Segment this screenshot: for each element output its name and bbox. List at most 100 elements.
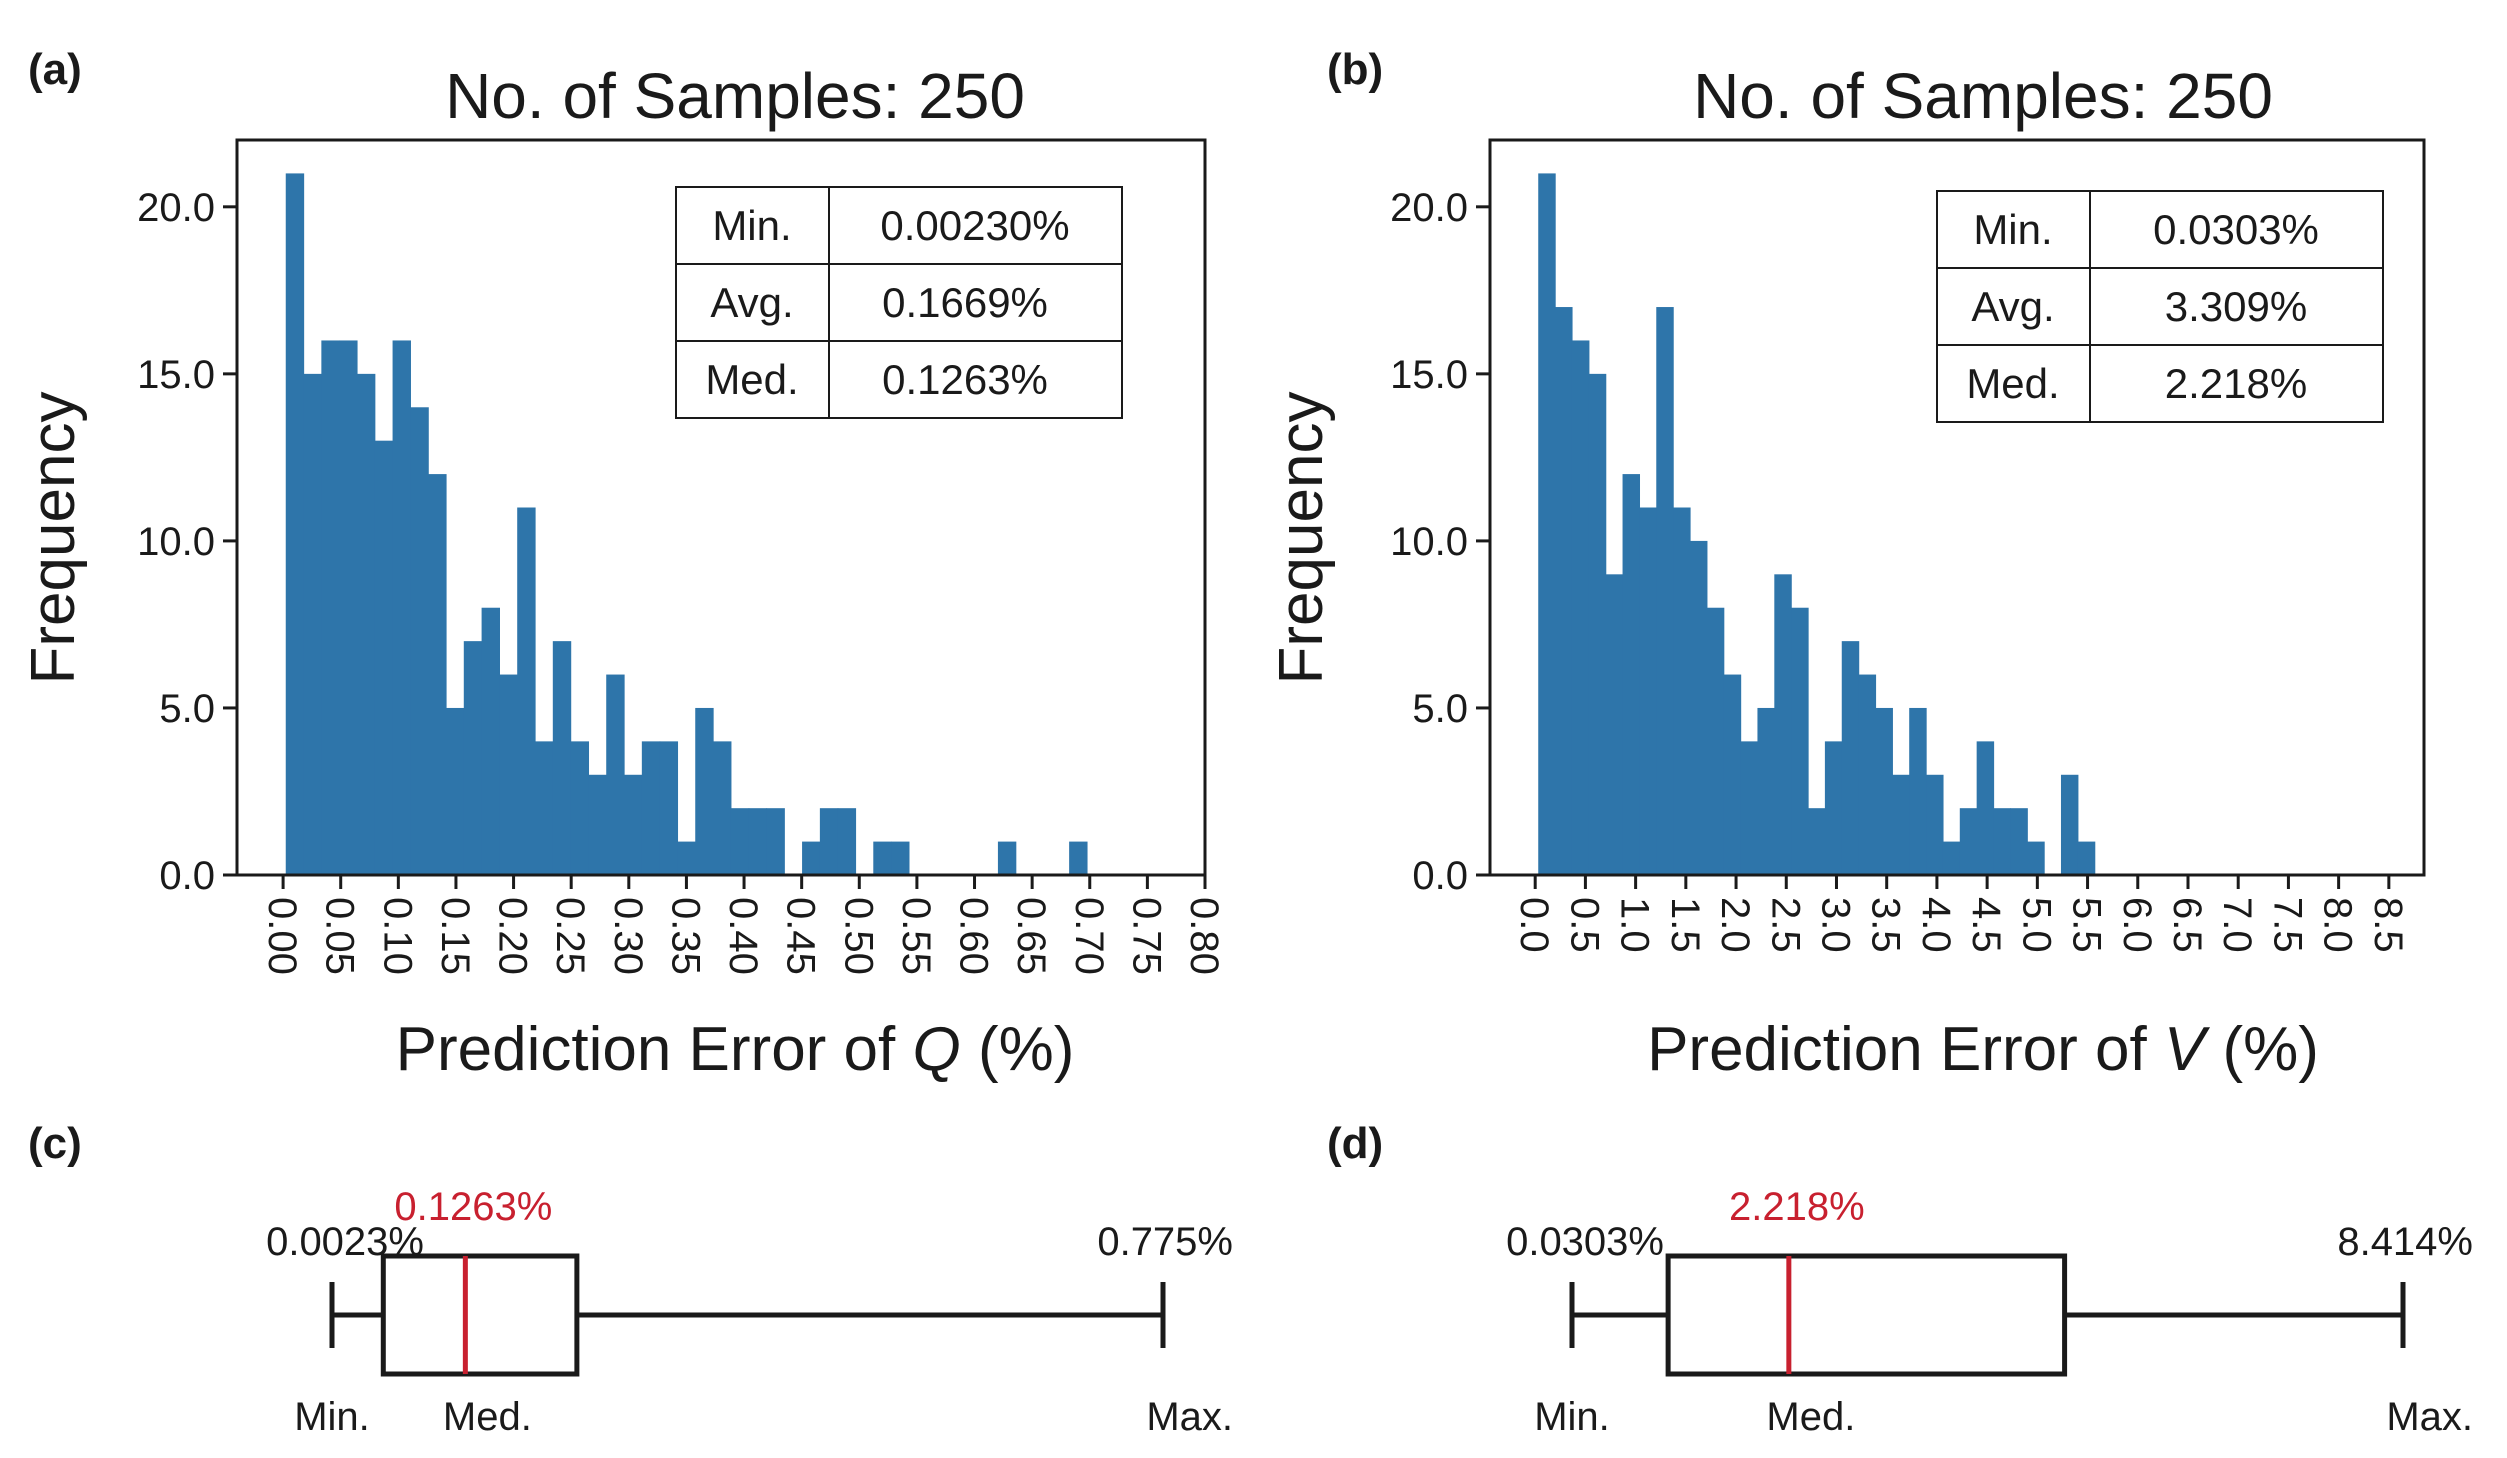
histogram-bar-b	[1959, 808, 1978, 875]
histogram-bar-a	[837, 808, 857, 875]
x-tick-label-b: 4.0	[1914, 897, 1958, 953]
x-tick-label-a: 0.25	[548, 897, 592, 975]
x-axis-label-suffix-a: (%)	[961, 1015, 1075, 1084]
y-tick-label-b: 20.0	[1390, 186, 1468, 230]
max-value-c: 0.775%	[1097, 1220, 1233, 1264]
bars-b	[1538, 173, 2096, 876]
y-tick-label-a: 20.0	[137, 186, 215, 230]
x-tick-label-a: 0.55	[894, 897, 938, 975]
median-label-d: Med.	[1766, 1395, 1855, 1439]
stats-min-value-a: 0.00230%	[880, 202, 1069, 249]
x-axis-a: 0.00 0.05 0.10 0.15 0.20 0.25 0.30 0.35 0.40 0.45…	[260, 875, 1226, 975]
x-tick-label-b: 1.5	[1663, 897, 1707, 953]
histogram-bar-a	[535, 741, 554, 875]
panel-label-d: (d)	[1327, 1119, 1383, 1168]
panel-b: (b) No. of Samples: 250 0.0 5.0 10.0 15.0 20…	[1267, 45, 2426, 1084]
plot-frame-b	[1488, 138, 2426, 877]
histogram-bar-a	[374, 440, 394, 875]
median-value-c: 0.1263%	[394, 1185, 552, 1229]
histogram-bar-b	[1909, 707, 1927, 875]
histogram-bar-b	[1538, 173, 1556, 876]
x-tick-label-a: 0.70	[1067, 897, 1111, 975]
x-tick-label-b: 2.5	[1763, 897, 1807, 953]
max-label-d: Max.	[2386, 1395, 2473, 1439]
stats-table-a: Min. 0.00230% Avg. 0.1669% Med. 0.1263%	[675, 186, 1123, 419]
histogram-bar-a	[659, 741, 679, 875]
histogram-bar-a	[748, 808, 768, 875]
x-tick-label-a: 0.35	[663, 897, 707, 975]
y-tick-label-b: 10.0	[1390, 520, 1468, 564]
x-axis-label-b: Prediction Error of V (%)	[1647, 1015, 2319, 1084]
histogram-bar-b	[1791, 607, 1809, 875]
histogram-bar-a	[481, 607, 500, 875]
histogram-bar-b	[1808, 808, 1826, 875]
histogram-bar-a	[463, 641, 483, 875]
x-axis-label-a: Prediction Error of Q (%)	[396, 1015, 1075, 1084]
min-label-c: Min.	[294, 1395, 370, 1439]
histogram-bar-a	[802, 841, 821, 875]
y-axis-label-a: Frequency	[19, 392, 88, 685]
stats-table-b: Min. 0.0303% Avg. 3.309% Med. 2.218%	[1936, 190, 2384, 423]
x-tick-label-a: 0.50	[836, 897, 880, 975]
histogram-bar-b	[1875, 707, 1893, 875]
histogram-bar-a	[606, 674, 625, 875]
histogram-bar-a	[517, 507, 536, 875]
x-tick-label-b: 6.0	[2115, 897, 2159, 953]
x-axis-label-var-a: Q	[912, 1015, 960, 1084]
histogram-bar-a	[499, 674, 518, 875]
x-tick-label-b: 2.0	[1713, 897, 1757, 953]
histogram-bar-b	[1993, 808, 2011, 875]
y-axis-b: 0.0 5.0 10.0 15.0 20.0	[1390, 186, 1490, 898]
histogram-bar-b	[1723, 674, 1742, 875]
y-tick-label-b: 0.0	[1412, 854, 1468, 898]
x-axis-b: 0.0 0.5 1.0 1.5 2.0 2.5 3.0 3.5 4.0 4.5 5.0 5.5 6.0 6…	[1512, 875, 2410, 953]
histogram-bar-a	[819, 808, 839, 875]
stats-med-value-a: 0.1263%	[882, 356, 1048, 403]
x-tick-label-b: 4.5	[1964, 897, 2008, 953]
stats-table-frame-b	[1936, 190, 2384, 423]
x-tick-label-b: 1.0	[1613, 897, 1657, 953]
x-tick-label-b: 7.5	[2265, 897, 2309, 953]
histogram-bar-b	[1740, 741, 1759, 875]
stats-avg-value-b: 3.309%	[2165, 283, 2307, 330]
stats-min-label-a: Min.	[712, 202, 791, 249]
boxplot-d: 0.0303% 2.218% 8.414% Min. Med. Max.	[1506, 1185, 2473, 1439]
y-tick-label-a: 0.0	[159, 854, 215, 898]
histogram-bar-b	[1976, 741, 1995, 875]
stats-avg-label-b: Avg.	[1971, 283, 2054, 330]
bars-a	[285, 173, 1088, 876]
histogram-bar-a	[321, 340, 340, 875]
histogram-bar-b	[1555, 307, 1573, 876]
x-tick-label-b: 5.0	[2014, 897, 2058, 953]
y-tick-label-b: 5.0	[1412, 687, 1468, 731]
median-value-d: 2.218%	[1729, 1185, 1865, 1229]
histogram-bar-b	[1942, 841, 1961, 875]
stats-med-label-b: Med.	[1966, 360, 2059, 407]
histogram-bar-a	[766, 808, 785, 875]
x-tick-label-a: 0.10	[375, 897, 419, 975]
x-tick-label-a: 0.30	[606, 897, 650, 975]
x-axis-label-prefix-a: Prediction Error of	[396, 1015, 913, 1084]
histogram-bar-a	[997, 841, 1017, 875]
histogram-bar-a	[588, 774, 607, 875]
histogram-bar-a	[552, 641, 572, 875]
histogram-bar-b	[1689, 540, 1708, 875]
y-tick-label-b: 15.0	[1390, 353, 1468, 397]
histogram-bar-b	[2010, 808, 2028, 875]
x-tick-label-b: 5.5	[2065, 897, 2109, 953]
histogram-bar-b	[1706, 607, 1725, 875]
x-tick-label-b: 8.5	[2366, 897, 2410, 953]
histogram-bar-a	[677, 841, 696, 875]
x-tick-label-b: 7.0	[2215, 897, 2259, 953]
histogram-bar-a	[713, 741, 732, 875]
min-value-d: 0.0303%	[1506, 1220, 1664, 1264]
x-axis-label-prefix-b: Prediction Error of	[1647, 1015, 2164, 1084]
histogram-bar-a	[428, 474, 447, 875]
histogram-bar-b	[1673, 507, 1691, 875]
boxplot-c: 0.0023%0.1263% 0.775% Min. Med. Max.	[266, 1185, 1233, 1439]
histogram-bar-b	[1892, 774, 1910, 875]
min-label-d: Min.	[1534, 1395, 1610, 1439]
y-tick-label-a: 10.0	[137, 520, 215, 564]
iqr-box-d	[1665, 1253, 2068, 1377]
